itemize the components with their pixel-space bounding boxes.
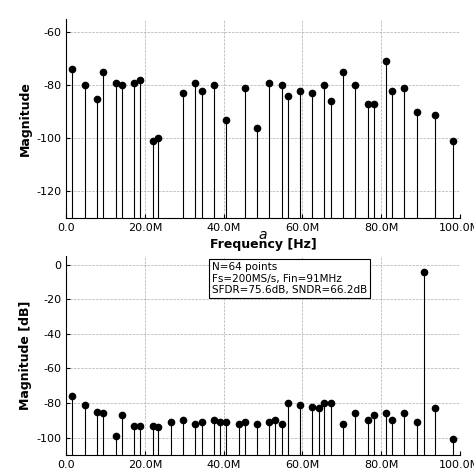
Y-axis label: Magnitude: Magnitude [19, 81, 32, 156]
X-axis label: Frequency [Hz]: Frequency [Hz] [210, 238, 317, 251]
Y-axis label: Magnitude [dB]: Magnitude [dB] [19, 301, 32, 410]
Text: a: a [259, 228, 267, 242]
Text: N=64 points
Fs=200MS/s, Fin=91MHz
SFDR=75.6dB, SNDR=66.2dB: N=64 points Fs=200MS/s, Fin=91MHz SFDR=7… [212, 262, 367, 295]
